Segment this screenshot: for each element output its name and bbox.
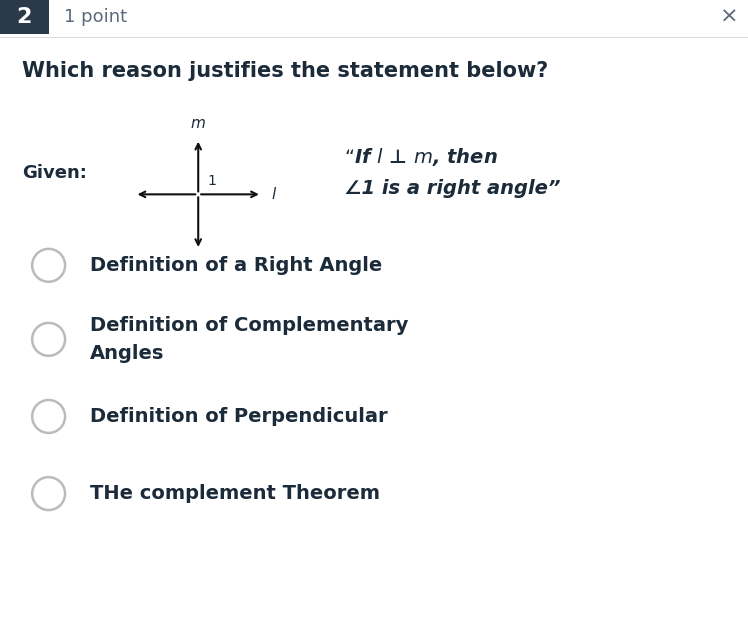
Text: 1: 1	[207, 174, 216, 188]
Text: Definition of a Right Angle: Definition of a Right Angle	[90, 256, 382, 275]
Text: Definition of Complementary: Definition of Complementary	[90, 316, 408, 335]
Text: 2: 2	[16, 7, 32, 27]
Text: Given:: Given:	[22, 164, 88, 182]
Text: ×: ×	[720, 7, 738, 27]
Text: Which reason justifies the statement below?: Which reason justifies the statement bel…	[22, 61, 549, 81]
Text: $m$: $m$	[190, 117, 206, 131]
FancyBboxPatch shape	[0, 0, 49, 34]
Text: “If $l$ ⊥ $m$, then: “If $l$ ⊥ $m$, then	[344, 146, 498, 168]
Text: Angles: Angles	[90, 344, 164, 363]
Text: Definition of Perpendicular: Definition of Perpendicular	[90, 407, 387, 426]
Text: THe complement Theorem: THe complement Theorem	[90, 484, 380, 503]
Text: ∠1 is a right angle”: ∠1 is a right angle”	[344, 179, 560, 197]
Text: $l$: $l$	[271, 186, 277, 202]
Text: 1 point: 1 point	[64, 8, 126, 26]
